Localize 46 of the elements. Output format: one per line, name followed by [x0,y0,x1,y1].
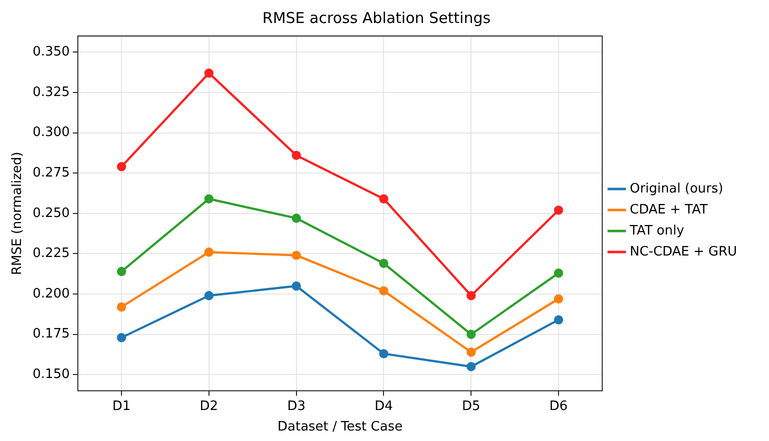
y-axis-title: RMSE (normalized) [10,152,26,276]
y-tick-label: 0.150 [32,367,70,382]
y-tick-label: 0.275 [32,165,70,180]
point [466,362,476,372]
x-tick-label: D1 [112,398,131,414]
y-tick-label: 0.200 [32,286,70,302]
point [116,266,126,276]
point [204,194,214,204]
point [292,281,301,291]
x-tick-label: D2 [200,398,218,414]
point [204,68,214,78]
point [116,332,126,342]
y-tick-label: 0.225 [32,246,70,262]
point [292,150,301,160]
legend-label: Original (ours) [630,181,724,196]
y-tick-label: 0.175 [32,326,70,342]
point [379,349,388,358]
point [292,250,301,260]
point [379,194,388,204]
point [554,268,564,278]
point [466,347,476,357]
point [292,214,301,223]
chart-title: RMSE across Ablation Settings [262,8,491,27]
y-tick-label: 0.300 [32,125,70,140]
point [204,248,214,257]
point [554,315,564,324]
point [116,162,126,172]
x-tick-label: D5 [462,398,480,414]
y-tick-label: 0.325 [32,84,70,100]
legend-label: CDAE + TAT [630,202,708,218]
legend-label: TAT only [628,223,684,238]
point [554,206,564,215]
point [554,294,564,304]
point [466,330,476,339]
y-tick-label: 0.250 [32,206,70,221]
point [116,302,126,312]
legend-label: NC-CDAE + GRU [630,244,738,260]
x-tick-label: D4 [374,398,393,414]
x-tick-label: D3 [287,398,306,414]
point [379,286,388,296]
point [204,291,214,300]
x-axis-title: Dataset / Test Case [277,420,403,435]
point [379,258,388,268]
point [466,291,476,300]
y-tick-label: 0.350 [32,44,70,60]
x-tick-label: D6 [549,398,568,414]
